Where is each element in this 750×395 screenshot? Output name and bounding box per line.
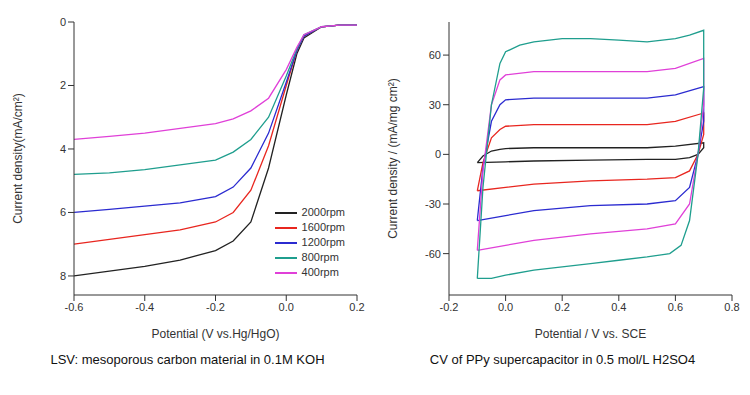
html-text:1200rpm: 1200rpm [301, 236, 345, 248]
html-text:LSV: mesoporous carbon materia: LSV: mesoporous carbon material in 0.1M … [50, 352, 325, 367]
html-text:800rpm: 800rpm [301, 251, 339, 263]
html-text:1600rpm: 1600rpm [301, 221, 345, 233]
html-text:CV of PPy supercapacitor in 0.: CV of PPy supercapacitor in 0.5 mol/L H2… [429, 352, 696, 367]
svg-text:0: 0 [435, 148, 441, 160]
svg-text:Current density / (mA/mg cm²): Current density / (mA/mg cm²) [386, 78, 400, 239]
svg-text:0.4: 0.4 [611, 301, 626, 313]
svg-text:0.6: 0.6 [668, 301, 683, 313]
svg-text:0: 0 [60, 16, 66, 28]
svg-text:60: 60 [429, 49, 441, 61]
svg-text:30: 30 [429, 99, 441, 111]
svg-text:-0.4: -0.4 [135, 301, 154, 313]
svg-text:Current density(mA/cm²): Current density(mA/cm²) [11, 93, 25, 224]
svg-text:0.2: 0.2 [349, 301, 364, 313]
html-text:400rpm: 400rpm [301, 266, 339, 278]
svg-text:-0.2: -0.2 [206, 301, 225, 313]
svg-text:Potential (V vs.Hg/HgO): Potential (V vs.Hg/HgO) [151, 327, 279, 341]
svg-text:0.0: 0.0 [279, 301, 294, 313]
html-text:2000rpm: 2000rpm [301, 206, 345, 218]
svg-text:8: 8 [60, 270, 66, 282]
svg-text:0.8: 0.8 [724, 301, 739, 313]
svg-text:-0.2: -0.2 [440, 301, 459, 313]
svg-text:2: 2 [60, 79, 66, 91]
svg-text:Potential / V vs. SCE: Potential / V vs. SCE [535, 327, 646, 341]
svg-text:0.2: 0.2 [555, 301, 570, 313]
svg-text:-0.6: -0.6 [65, 301, 84, 313]
svg-text:-60: -60 [425, 248, 441, 260]
svg-text:0.0: 0.0 [498, 301, 513, 313]
svg-text:6: 6 [60, 206, 66, 218]
svg-text:4: 4 [60, 143, 66, 155]
svg-text:-30: -30 [425, 198, 441, 210]
